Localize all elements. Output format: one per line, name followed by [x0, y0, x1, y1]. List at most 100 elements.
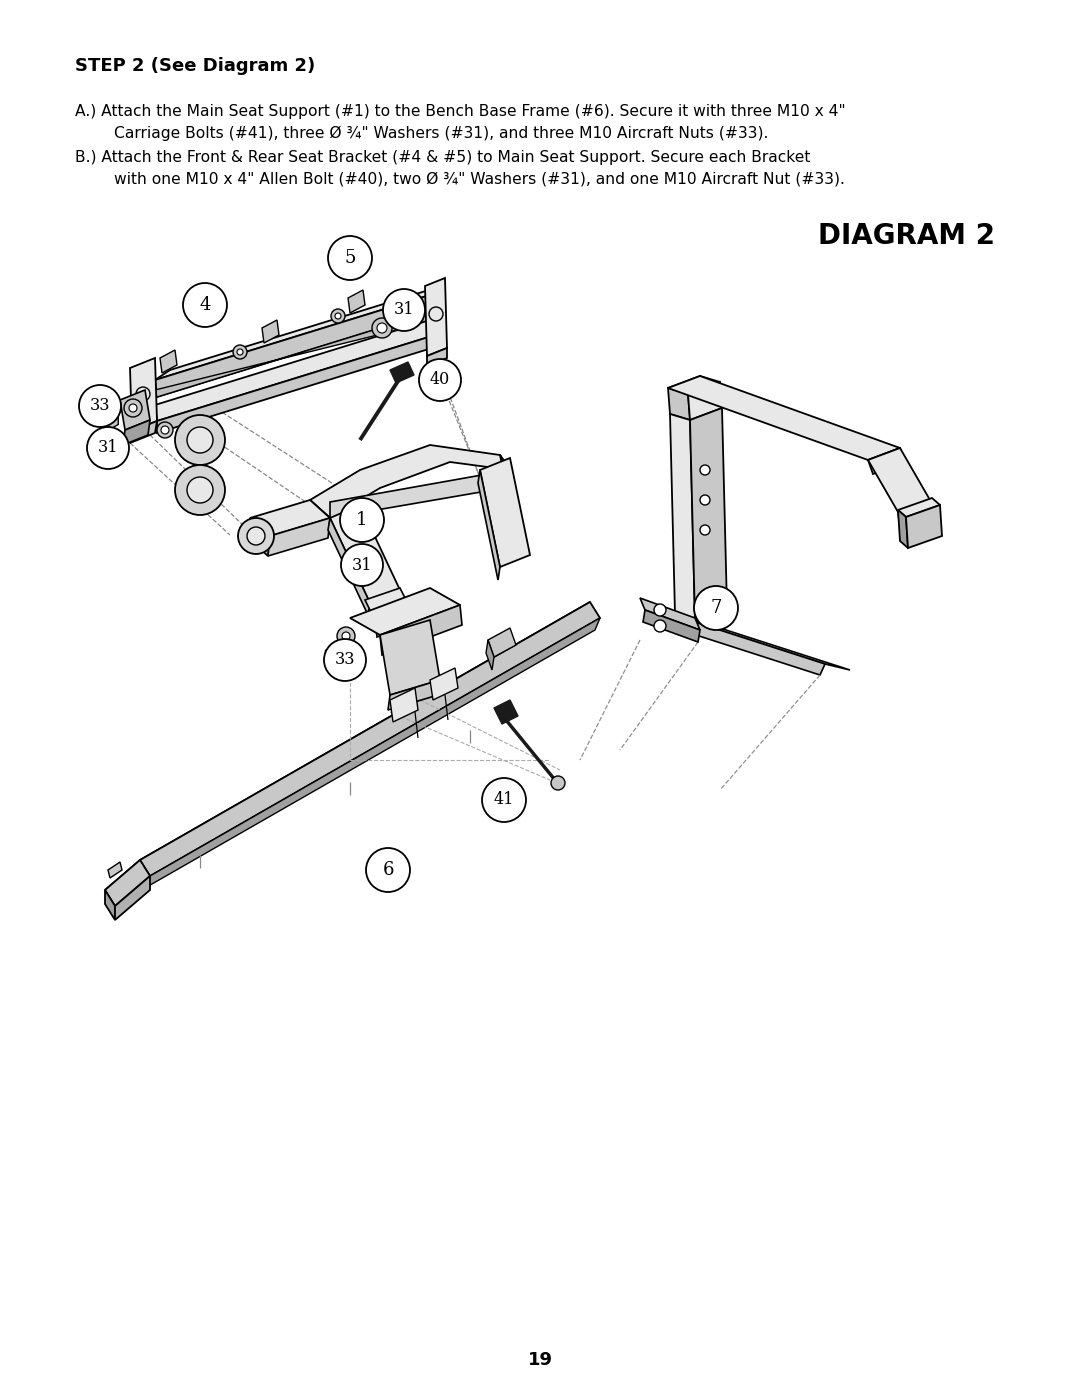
- Circle shape: [330, 651, 340, 661]
- Text: 5: 5: [345, 249, 355, 267]
- Polygon shape: [906, 504, 942, 548]
- Polygon shape: [130, 358, 157, 432]
- Circle shape: [129, 404, 137, 412]
- Circle shape: [654, 604, 666, 616]
- Polygon shape: [375, 608, 411, 637]
- Circle shape: [372, 319, 392, 338]
- Circle shape: [654, 620, 666, 631]
- Text: 33: 33: [335, 651, 355, 669]
- Polygon shape: [500, 455, 519, 520]
- Text: 31: 31: [98, 440, 118, 457]
- Circle shape: [324, 638, 366, 680]
- Text: 40: 40: [430, 372, 450, 388]
- Polygon shape: [380, 620, 440, 694]
- Polygon shape: [868, 448, 905, 474]
- Polygon shape: [897, 500, 932, 527]
- Polygon shape: [114, 876, 150, 921]
- Text: 7: 7: [711, 599, 721, 617]
- Polygon shape: [688, 381, 723, 420]
- Polygon shape: [248, 518, 270, 556]
- Polygon shape: [156, 320, 432, 420]
- Polygon shape: [670, 615, 850, 671]
- Polygon shape: [390, 687, 418, 722]
- Polygon shape: [123, 420, 150, 446]
- Polygon shape: [348, 291, 365, 313]
- Circle shape: [247, 527, 265, 545]
- Polygon shape: [897, 510, 908, 548]
- Text: A.) Attach the Main Seat Support (#1) to the Bench Base Frame (#6). Secure it wi: A.) Attach the Main Seat Support (#1) to…: [75, 103, 846, 119]
- Circle shape: [337, 627, 355, 645]
- Circle shape: [238, 518, 274, 555]
- Text: STEP 2 (See Diagram 2): STEP 2 (See Diagram 2): [75, 57, 315, 75]
- Circle shape: [341, 543, 383, 585]
- Polygon shape: [120, 390, 150, 430]
- Polygon shape: [140, 602, 600, 876]
- Polygon shape: [350, 588, 460, 636]
- Polygon shape: [330, 469, 510, 518]
- Circle shape: [340, 497, 384, 542]
- Circle shape: [383, 289, 426, 331]
- Circle shape: [700, 495, 710, 504]
- Circle shape: [694, 585, 738, 630]
- Polygon shape: [156, 295, 432, 397]
- Polygon shape: [105, 861, 150, 907]
- Polygon shape: [380, 605, 462, 655]
- Polygon shape: [330, 504, 400, 604]
- Circle shape: [429, 307, 443, 321]
- Polygon shape: [486, 640, 494, 671]
- Polygon shape: [310, 500, 335, 535]
- Polygon shape: [488, 629, 516, 657]
- Text: 1: 1: [356, 511, 368, 529]
- Circle shape: [175, 415, 225, 465]
- Polygon shape: [669, 388, 690, 420]
- Circle shape: [233, 345, 247, 359]
- Polygon shape: [145, 617, 600, 888]
- Polygon shape: [268, 518, 330, 556]
- Polygon shape: [390, 362, 414, 383]
- Polygon shape: [669, 376, 720, 394]
- Text: 31: 31: [352, 556, 373, 574]
- Text: 4: 4: [200, 296, 211, 314]
- Polygon shape: [310, 446, 510, 518]
- Polygon shape: [494, 700, 518, 724]
- Polygon shape: [640, 598, 700, 630]
- Circle shape: [482, 778, 526, 821]
- Circle shape: [366, 848, 410, 893]
- Text: Carriage Bolts (#41), three Ø ¾" Washers (#31), and three M10 Aircraft Nuts (#33: Carriage Bolts (#41), three Ø ¾" Washers…: [75, 126, 768, 141]
- Polygon shape: [130, 420, 157, 443]
- Circle shape: [700, 465, 710, 475]
- Polygon shape: [157, 337, 432, 433]
- Polygon shape: [365, 588, 410, 620]
- Polygon shape: [427, 348, 447, 366]
- Text: 6: 6: [382, 861, 394, 879]
- Circle shape: [87, 427, 129, 469]
- Circle shape: [79, 386, 121, 427]
- Circle shape: [328, 236, 372, 279]
- Circle shape: [342, 631, 350, 640]
- Circle shape: [237, 349, 243, 355]
- Polygon shape: [262, 320, 279, 344]
- Text: 41: 41: [494, 792, 514, 809]
- Polygon shape: [105, 890, 114, 921]
- Text: DIAGRAM 2: DIAGRAM 2: [818, 222, 995, 250]
- Polygon shape: [897, 497, 940, 517]
- Polygon shape: [160, 351, 177, 373]
- Text: with one M10 x 4" Allen Bolt (#40), two Ø ¾" Washers (#31), and one M10 Aircraft: with one M10 x 4" Allen Bolt (#40), two …: [75, 172, 845, 187]
- Polygon shape: [105, 602, 590, 890]
- Circle shape: [157, 422, 173, 439]
- Polygon shape: [426, 278, 447, 356]
- Text: B.) Attach the Front & Rear Seat Bracket (#4 & #5) to Main Seat Support. Secure : B.) Attach the Front & Rear Seat Bracket…: [75, 149, 810, 165]
- Polygon shape: [478, 469, 500, 580]
- Polygon shape: [430, 668, 458, 700]
- Circle shape: [136, 387, 150, 401]
- Polygon shape: [868, 448, 930, 511]
- Polygon shape: [249, 500, 330, 536]
- Polygon shape: [643, 610, 700, 643]
- Circle shape: [551, 775, 565, 789]
- Polygon shape: [328, 518, 370, 615]
- Polygon shape: [156, 312, 432, 397]
- Circle shape: [187, 427, 213, 453]
- Polygon shape: [156, 285, 445, 380]
- Circle shape: [700, 525, 710, 535]
- Polygon shape: [108, 862, 122, 877]
